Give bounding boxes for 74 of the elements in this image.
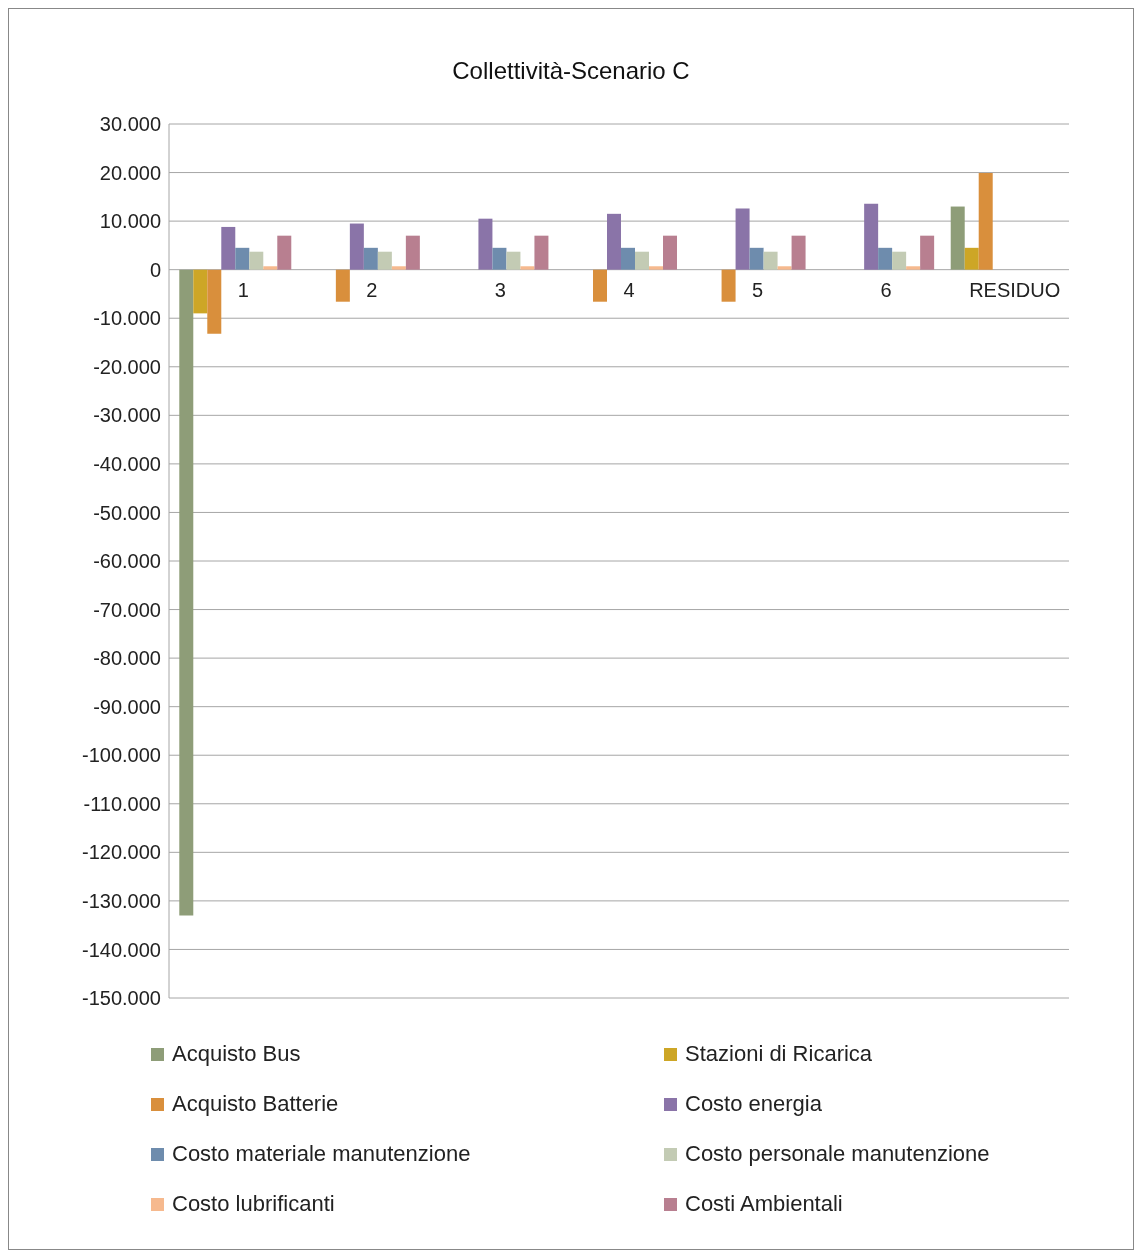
- bar: [520, 266, 535, 270]
- bar: [663, 235, 677, 270]
- bar: [221, 226, 236, 270]
- bar: [193, 269, 208, 314]
- bar: [377, 251, 392, 270]
- y-tick-label: -20.000: [93, 355, 161, 378]
- x-tick-label: 6: [880, 278, 892, 301]
- bar: [878, 247, 893, 270]
- bar: [349, 223, 364, 270]
- x-tick-label: 2: [366, 278, 378, 301]
- legend-label: Costi Ambientali: [685, 1191, 843, 1217]
- bar: [735, 208, 750, 270]
- bar: [207, 269, 222, 334]
- x-tick-label: 1: [237, 278, 249, 301]
- y-tick-label: -150.000: [82, 987, 161, 1010]
- bar: [478, 218, 493, 270]
- y-tick-label: -120.000: [82, 841, 161, 864]
- x-tick-label: 5: [752, 278, 764, 301]
- x-tick-label: 3: [494, 278, 506, 301]
- y-tick-label: -10.000: [93, 307, 161, 330]
- bar: [920, 235, 935, 270]
- legend-label: Acquisto Bus: [172, 1041, 301, 1067]
- bar: [607, 213, 621, 270]
- x-tick-label: 4: [623, 278, 635, 301]
- bar: [335, 269, 350, 302]
- bar: [777, 266, 792, 270]
- bar: [179, 269, 194, 916]
- bar: [964, 247, 979, 270]
- bar: [978, 173, 993, 270]
- bar: [892, 251, 907, 270]
- bar: [405, 235, 420, 270]
- bar: [906, 266, 921, 270]
- y-tick-label: -80.000: [93, 647, 161, 670]
- bar: [593, 269, 607, 302]
- bar: [763, 251, 778, 270]
- y-tick-label: -40.000: [93, 452, 161, 475]
- bar: [621, 247, 635, 270]
- bar: [249, 251, 264, 270]
- y-tick-label: 10.000: [99, 210, 161, 233]
- chart-title: Collettività-Scenario C: [451, 57, 691, 85]
- bar: [492, 247, 507, 270]
- y-tick-label: 20.000: [99, 161, 161, 184]
- legend-label: Stazioni di Ricarica: [685, 1041, 873, 1067]
- legend-label: Acquisto Batterie: [172, 1091, 339, 1117]
- bar: [635, 251, 649, 270]
- bar: [649, 266, 663, 270]
- bar: [749, 247, 764, 270]
- bar: [263, 266, 278, 270]
- x-tick-label: RESIDUO: [969, 278, 1061, 301]
- y-tick-label: -30.000: [93, 404, 161, 427]
- y-tick-label: 0: [149, 258, 161, 281]
- y-tick-label: -90.000: [93, 695, 161, 718]
- bar: [363, 247, 378, 270]
- bar: [506, 251, 521, 270]
- legend-label: Costo materiale manutenzione: [172, 1141, 471, 1167]
- bar: [721, 269, 736, 302]
- y-tick-label: 30.000: [99, 113, 161, 136]
- legend-label: Costo lubrificanti: [172, 1191, 335, 1217]
- bar: [391, 266, 406, 270]
- y-tick-label: -60.000: [93, 550, 161, 573]
- bar: [235, 247, 250, 270]
- y-tick-label: -110.000: [83, 792, 161, 815]
- bar: [950, 206, 965, 270]
- bar: [534, 235, 549, 270]
- y-tick-label: -50.000: [93, 501, 161, 524]
- y-tick-label: -70.000: [93, 598, 161, 621]
- y-tick-label: -100.000: [82, 744, 161, 767]
- bar: [864, 203, 879, 270]
- y-tick-label: -140.000: [82, 938, 161, 961]
- bar: [791, 235, 806, 270]
- bar: [277, 235, 292, 270]
- legend-label: Costo personale manutenzione: [685, 1141, 990, 1167]
- y-tick-label: -130.000: [82, 889, 161, 912]
- legend-label: Costo energia: [685, 1091, 822, 1117]
